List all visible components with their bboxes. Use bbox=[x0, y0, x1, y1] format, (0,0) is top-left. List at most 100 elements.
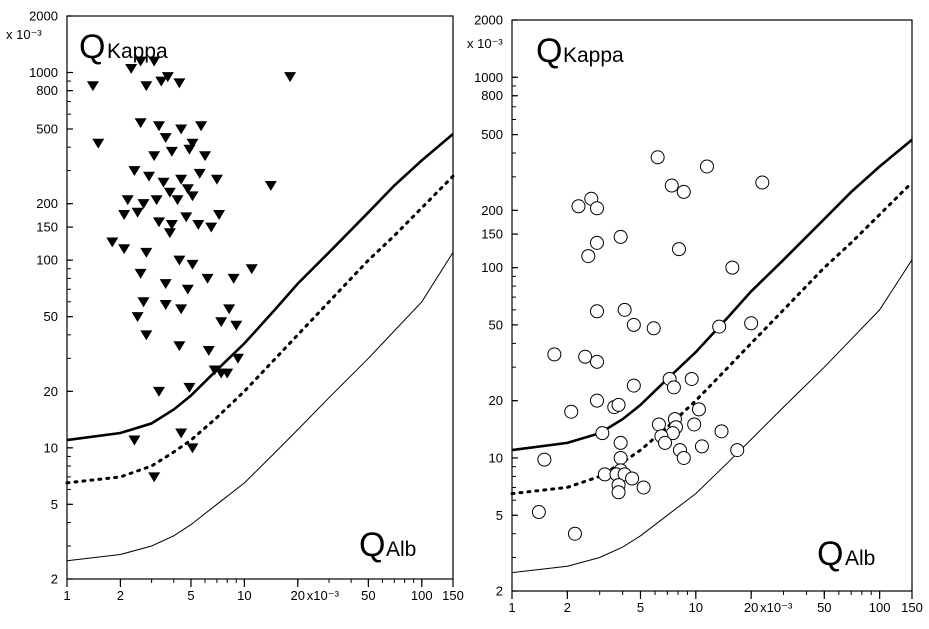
data-point bbox=[571, 199, 586, 214]
data-point bbox=[714, 424, 729, 439]
data-point bbox=[676, 450, 691, 465]
x-tick-label: 1 bbox=[63, 588, 70, 603]
data-points bbox=[86, 56, 297, 483]
x-axis-title-sub: Alb bbox=[845, 547, 875, 570]
data-point bbox=[227, 273, 240, 284]
x-axis-title-main: Q bbox=[359, 526, 385, 564]
data-point bbox=[125, 64, 138, 74]
data-point bbox=[650, 150, 665, 165]
data-point bbox=[192, 219, 205, 230]
data-point bbox=[613, 435, 628, 450]
data-point bbox=[118, 244, 131, 255]
data-point bbox=[264, 180, 277, 191]
data-point bbox=[691, 402, 706, 417]
y-exponent-label: x 10⁻³ bbox=[6, 27, 42, 42]
data-points bbox=[531, 150, 770, 541]
data-point bbox=[165, 219, 178, 230]
plot-frame bbox=[66, 15, 454, 580]
x-axis-ticks: 1 2 5 10 20 x10⁻³ 50 100 150 bbox=[508, 591, 923, 615]
data-point bbox=[159, 279, 172, 290]
y-tick-label: 2000 bbox=[474, 13, 503, 28]
data-point bbox=[578, 349, 593, 364]
data-point bbox=[195, 121, 208, 132]
curve-thick-solid bbox=[66, 133, 454, 442]
curve-dotted bbox=[65, 174, 455, 485]
data-point bbox=[134, 118, 147, 129]
x-exponent-label: x10⁻³ bbox=[760, 600, 793, 615]
y-tick-label: 20 bbox=[44, 384, 58, 399]
data-point bbox=[137, 199, 150, 210]
x-axis-title-main: Q bbox=[817, 535, 843, 573]
x-tick-label: 5 bbox=[187, 588, 194, 603]
data-point bbox=[159, 133, 172, 143]
y-tick-label: 10 bbox=[489, 450, 503, 465]
y-tick-label: 100 bbox=[36, 253, 58, 268]
data-point bbox=[284, 72, 297, 83]
data-point bbox=[589, 354, 604, 369]
y-axis-ticks: 2 5 10 20 50 100 150 200 500 800 1000 2000 bbox=[474, 13, 518, 599]
data-point bbox=[205, 222, 218, 233]
data-point bbox=[208, 365, 221, 376]
x-tick-label: 20 bbox=[744, 600, 758, 615]
data-point bbox=[589, 304, 604, 319]
data-point bbox=[148, 56, 161, 67]
y-tick-label: 20 bbox=[489, 393, 503, 408]
x-tick-label: 150 bbox=[901, 600, 923, 615]
data-point bbox=[152, 386, 165, 397]
y-axis-title-main: Q bbox=[79, 28, 105, 66]
y-axis-title-main: Q bbox=[536, 32, 562, 70]
y-tick-label: 50 bbox=[489, 317, 503, 332]
data-point bbox=[165, 146, 178, 157]
data-point bbox=[86, 81, 99, 92]
data-point bbox=[171, 195, 184, 206]
data-point bbox=[152, 121, 165, 132]
data-point bbox=[148, 472, 161, 483]
y-tick-label: 50 bbox=[44, 309, 58, 324]
data-point bbox=[137, 297, 150, 308]
data-point bbox=[173, 341, 186, 352]
data-point bbox=[175, 124, 188, 135]
data-point bbox=[597, 467, 612, 482]
data-point bbox=[230, 320, 243, 331]
reference-lines bbox=[65, 133, 455, 562]
data-point bbox=[636, 480, 651, 495]
data-point bbox=[547, 347, 562, 362]
y-axis-title-sub: Kappa bbox=[107, 40, 168, 63]
data-point bbox=[121, 195, 134, 206]
data-point bbox=[694, 439, 709, 454]
x-tick-label: 2 bbox=[564, 600, 571, 615]
data-point bbox=[143, 171, 156, 182]
data-point bbox=[687, 417, 702, 432]
x-tick-label: 100 bbox=[411, 588, 433, 603]
data-point bbox=[175, 428, 188, 439]
x-tick-label: 10 bbox=[689, 600, 703, 615]
data-point bbox=[202, 346, 215, 356]
data-point bbox=[128, 166, 141, 177]
data-point bbox=[155, 76, 168, 87]
data-point bbox=[595, 426, 610, 441]
data-point bbox=[589, 201, 604, 216]
y-tick-label: 150 bbox=[36, 220, 58, 235]
data-point bbox=[175, 174, 188, 185]
x-tick-label: 5 bbox=[637, 600, 644, 615]
data-point bbox=[231, 353, 244, 364]
curve-thin-solid bbox=[66, 252, 454, 562]
data-point bbox=[134, 268, 147, 279]
data-point bbox=[148, 151, 161, 162]
y-axis-title-sub: Kappa bbox=[563, 44, 624, 67]
data-point bbox=[140, 247, 153, 258]
y-tick-label: 500 bbox=[481, 127, 503, 142]
data-point bbox=[671, 242, 686, 257]
data-point bbox=[626, 378, 641, 393]
data-point bbox=[210, 174, 223, 185]
data-point bbox=[163, 228, 176, 239]
x-tick-label: 1 bbox=[508, 600, 515, 615]
data-point bbox=[183, 382, 196, 393]
data-point bbox=[183, 144, 196, 155]
data-point bbox=[589, 235, 604, 250]
y-tick-label: 2 bbox=[496, 584, 503, 599]
y-tick-label: 800 bbox=[481, 88, 503, 103]
data-point bbox=[537, 452, 552, 467]
data-point bbox=[201, 273, 214, 284]
